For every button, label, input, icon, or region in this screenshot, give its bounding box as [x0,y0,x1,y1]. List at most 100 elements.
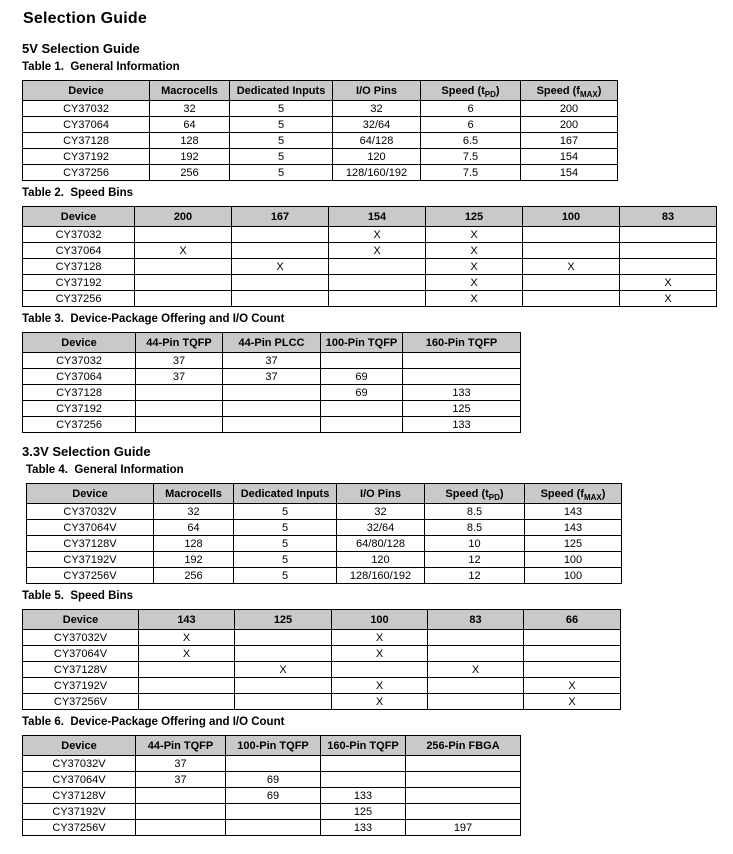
table-caption: Table 4. General Information [26,464,184,476]
value-cell: 8.5 [424,519,525,536]
value-cell [320,771,406,788]
value-cell: 5 [229,148,333,165]
value-cell: 256 [149,164,230,181]
header-row: Device Macrocells Dedicated Inputs I/O Pins… [26,483,622,504]
value-cell: 32/64 [336,519,425,536]
device-cell: CY37128 [22,384,136,401]
value-cell [135,803,226,820]
value-cell: 37 [135,352,223,369]
value-cell: 37 [222,368,321,385]
value-cell: 64 [153,519,234,536]
value-cell: 125 [320,803,406,820]
column-header: Device [22,80,150,101]
device-cell: CY37032 [22,352,136,369]
table-row: CY37064V X X [22,645,621,662]
value-cell: 37 [222,352,321,369]
data-table: Device 200 167 154 125 100 83 CY37032 X X CY37064 X… [22,206,717,307]
value-cell [523,661,621,678]
device-cell: CY37256 [22,164,150,181]
value-cell: 32 [336,503,425,520]
header-subscript: PD [484,89,496,99]
table-row: CY37032 37 37 [22,352,521,369]
value-cell: X [523,677,621,694]
table-row: CY37032V 37 [22,755,521,772]
value-cell: X [231,258,329,275]
device-cell: CY37256V [26,567,154,584]
device-cell: CY37064 [22,116,150,133]
value-cell [134,258,232,275]
table-row: CY37032 32 5 32 6 200 [22,100,618,117]
value-cell: 133 [402,384,521,401]
header-subscript: MAX [579,89,598,99]
section-heading-5v: 5V Selection Guide [22,41,140,56]
column-header: Device [26,483,154,504]
value-cell [231,226,329,243]
value-cell [523,645,621,662]
table-row: CY37032V 32 5 32 8.5 143 [26,503,622,520]
table-row: CY37256V 256 5 128/160/192 12 100 [26,567,622,584]
device-cell: CY37128 [22,258,135,275]
device-cell: CY37192 [22,148,150,165]
value-cell: 5 [229,164,333,181]
value-cell: 5 [233,567,337,584]
device-cell: CY37032V [22,629,139,646]
column-header: I/O Pins [336,483,425,504]
value-cell [427,629,524,646]
header-row: Device 44-Pin TQFP 100-Pin TQFP 160-Pin TQF… [22,735,521,756]
value-cell: 143 [524,519,622,536]
value-cell [134,226,232,243]
device-cell: CY37256 [22,290,135,307]
value-cell [523,629,621,646]
value-cell: 32/64 [332,116,421,133]
column-header: I/O Pins [332,80,421,101]
value-cell: 69 [225,771,321,788]
value-cell: 100 [524,567,622,584]
value-cell [402,352,521,369]
value-cell: 64/80/128 [336,535,425,552]
document-page: Selection Guide 5V Selection Guide Table… [22,10,733,836]
column-header: 167 [231,206,329,227]
value-cell [138,677,235,694]
header-row: Device 143 125 100 83 66 [22,609,621,630]
value-cell [320,755,406,772]
value-cell [405,771,521,788]
value-cell: X [619,274,717,291]
value-cell: 197 [405,819,521,836]
device-cell: CY37192 [22,274,135,291]
table-row: CY37256 256 5 128/160/192 7.5 154 [22,164,618,181]
value-cell: 37 [135,368,223,385]
table-row: CY37128 69 133 [22,384,521,401]
value-cell [320,400,403,417]
table-row: CY37128 X X X [22,258,717,275]
device-cell: CY37032V [26,503,154,520]
value-cell: 5 [233,503,337,520]
device-cell: CY37192 [22,400,136,417]
device-cell: CY37064V [22,645,139,662]
column-header: 83 [619,206,717,227]
column-header: Speed (tPD) [420,80,521,101]
data-table: Device 44-Pin TQFP 44-Pin PLCC 100-Pin TQFP… [22,332,521,433]
value-cell: 120 [336,551,425,568]
section-5v: 5V Selection Guide Table 1. General Info… [22,41,733,433]
value-cell [138,693,235,710]
value-cell: 6 [420,100,521,117]
device-cell: CY37256V [22,819,136,836]
table-3-package-offering: Table 3. Device-Package Offering and I/O… [22,313,733,433]
value-cell: 32 [153,503,234,520]
table-row: CY37128V 69 133 [22,787,521,804]
value-cell: 154 [520,164,618,181]
column-header: 100 [522,206,620,227]
table-row: CY37064 64 5 32/64 6 200 [22,116,618,133]
table-6-package-offering: Table 6. Device-Package Offering and I/O… [22,716,733,836]
value-cell: X [523,693,621,710]
table-row: CY37064V 64 5 32/64 8.5 143 [26,519,622,536]
value-cell: 69 [225,787,321,804]
column-header: 160-Pin TQFP [320,735,406,756]
data-table: Device Macrocells Dedicated Inputs I/O Pins… [26,483,622,584]
data-table: Device 143 125 100 83 66 CY37032V X X CY37064V X X C… [22,609,621,710]
value-cell: 200 [520,116,618,133]
table-1-general-information: Table 1. General Information Device Macroc… [22,61,733,181]
value-cell: 37 [135,771,226,788]
device-cell: CY37064 [22,242,135,259]
column-header: Device [22,332,136,353]
